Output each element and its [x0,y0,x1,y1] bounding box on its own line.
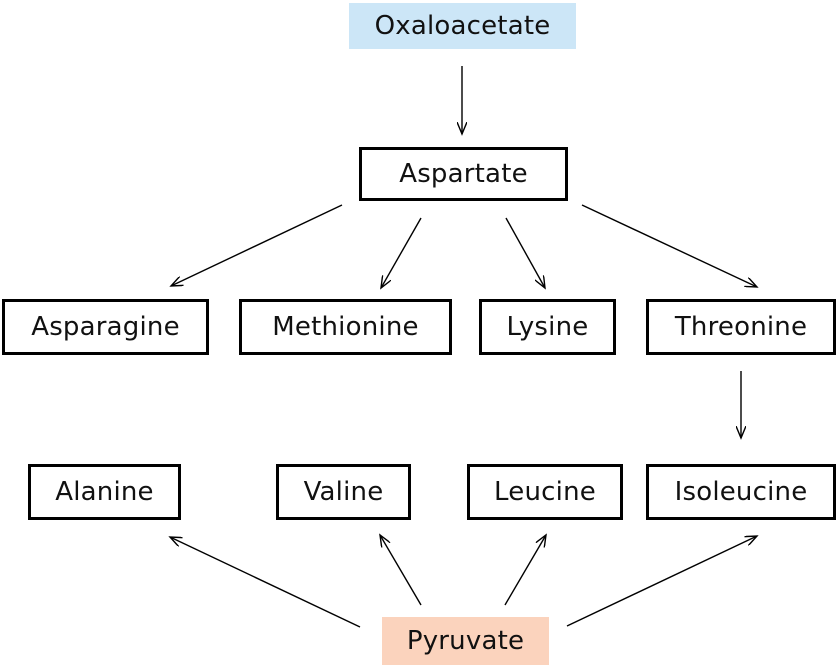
threonine-label: Threonine [674,312,808,342]
asparagine-node: Asparagine [2,299,209,355]
pyruvate-node: Pyruvate [382,617,549,665]
valine-node: Valine [276,464,411,520]
leucine-node: Leucine [467,464,623,520]
arrow-aspartate-to-threonine [581,204,757,287]
pyruvate-label: Pyruvate [406,626,525,656]
alanine-label: Alanine [55,477,154,507]
methionine-node: Methionine [239,299,452,355]
leucine-label: Leucine [494,477,596,507]
oxaloacetate-node: Oxaloacetate [349,3,576,49]
arrow-pyruvate-to-leucine [504,535,546,606]
threonine-node: Threonine [646,299,836,355]
isoleucine-label: Isoleucine [674,477,808,507]
arrow-pyruvate-to-valine [380,535,422,606]
valine-label: Valine [303,477,384,507]
lysine-label: Lysine [506,312,589,342]
arrow-pyruvate-to-alanine [170,537,361,628]
methionine-label: Methionine [272,312,419,342]
lysine-node: Lysine [479,299,616,355]
aspartate-node: Aspartate [359,147,568,201]
alanine-node: Alanine [28,464,181,520]
arrow-aspartate-to-lysine [505,217,545,288]
asparagine-label: Asparagine [31,312,180,342]
isoleucine-node: Isoleucine [646,464,836,520]
arrow-pyruvate-to-isoleucine [566,536,757,627]
arrow-aspartate-to-methionine [381,217,422,288]
aspartate-label: Aspartate [399,159,528,189]
arrow-aspartate-to-asparagine [171,204,343,286]
oxaloacetate-label: Oxaloacetate [374,11,551,41]
